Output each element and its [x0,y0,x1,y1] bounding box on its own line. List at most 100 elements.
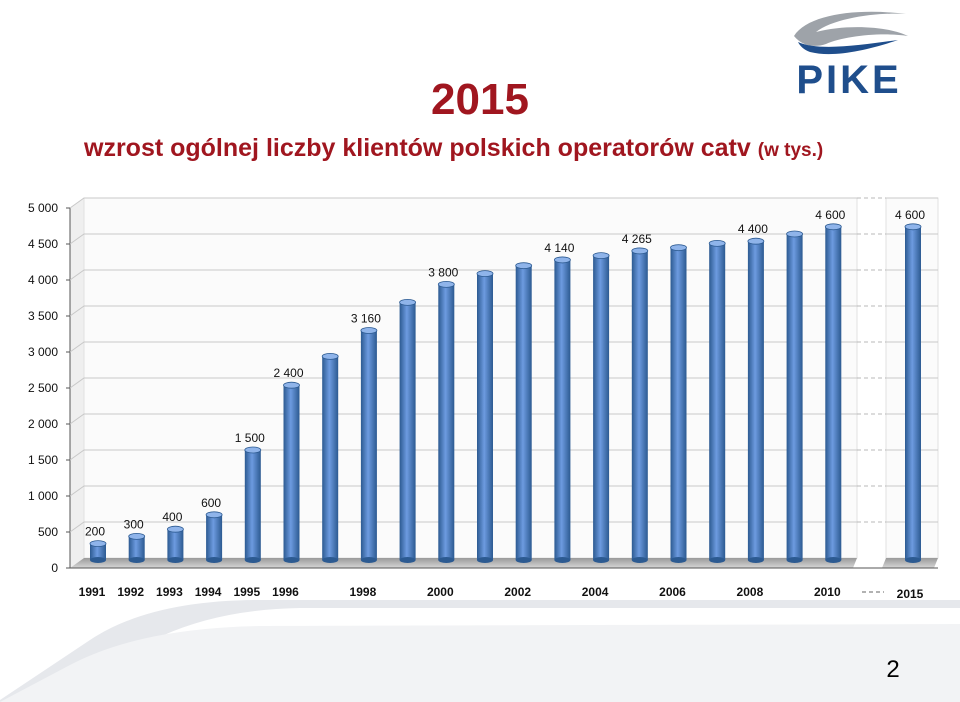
bar-2002-cap [515,262,533,270]
bar-2000-body [438,284,455,560]
bar-2001-cap [476,270,494,277]
bar-1993 [166,525,184,563]
data-label: 600 [201,496,221,510]
bar-2002 [515,262,533,563]
forecast-floor [882,558,938,568]
bar-2005-cap [631,247,649,255]
bar-1997 [321,352,339,563]
background-swoosh [0,600,960,702]
x-tick-label: 1992 [117,585,144,599]
bar-2003 [554,256,571,563]
x-tick-label: 2004 [582,585,609,599]
x-tick-label: 2000 [427,585,454,599]
chart-bars [89,223,922,563]
bar-2009-base [786,557,803,563]
pike-logo-icon [794,11,908,55]
bar-1991 [89,540,107,563]
bar-1992-body [128,536,145,560]
y-tick-label: 500 [38,525,58,539]
chart-floor [70,558,857,568]
bar-1994 [205,511,223,563]
bar-2010 [824,223,842,563]
bar-2009 [786,230,803,563]
data-label: 1 500 [235,431,265,445]
bar-forecast-2015-cap [904,223,922,231]
bar-1994-base [206,557,223,563]
bar-1999-cap [399,299,417,306]
data-label: 3 800 [428,265,458,279]
bar-2001-body [477,273,493,560]
data-label: 2 400 [273,366,303,380]
forecast-tick-label: 2015 [897,587,924,600]
bar-2006-body [670,247,687,560]
bar-2000 [437,281,455,563]
bar-1996-cap [283,381,300,389]
bar-1993-cap [166,525,184,533]
bar-forecast-2015 [904,223,922,563]
bar-2008-body [747,241,764,560]
y-tick-label: 5 000 [28,201,58,215]
bar-1992 [128,532,146,563]
bar-2008-cap [747,237,765,245]
bar-1997-cap [321,352,339,360]
bar-2003-body [554,259,571,560]
bar-2007-body [709,243,726,561]
y-tick-label: 2 000 [28,417,58,431]
bar-1995-base [244,557,261,563]
bar-2007-base [709,557,726,563]
bar-2010-base [825,557,842,563]
y-tick-label: 3 000 [28,345,58,359]
x-tick-label: 1995 [233,585,260,599]
data-label: 3 160 [351,311,381,325]
bar-2002-base [515,557,532,563]
data-label: 400 [162,510,182,524]
subtitle-unit: (w tys.) [757,140,824,161]
bar-1993-body [167,529,184,560]
bar-1991-cap [89,540,107,548]
y-tick-label: 0 [51,561,58,575]
y-tick-label: 2 500 [28,381,58,395]
bar-1996-base [283,557,300,563]
bar-2000-cap [437,281,455,288]
logo-text: PIKE [796,58,902,102]
bar-2003-base [554,557,571,563]
x-tick-label: 1996 [272,585,299,599]
gridline [69,233,857,245]
page-number: 2 [886,656,900,683]
bar-1991-base [90,557,106,563]
bar-1996-body [283,385,300,560]
x-tick-label: 2006 [659,585,686,599]
x-tick-label: 1993 [156,585,183,599]
slide-subtitle: wzrost ogólnej liczby klientów polskich … [84,134,823,163]
gridline [69,197,857,209]
bar-2008 [747,237,765,563]
subtitle-main: wzrost ogólnej liczby klientów polskich … [84,134,751,162]
forecast-data-label: 4 600 [895,208,925,222]
bar-1999-base [399,557,416,563]
bar-2005-body [631,250,648,561]
bar-2001-base [477,557,493,563]
data-label: 4 140 [544,241,574,255]
bar-2010-body [825,226,842,561]
y-tick-label: 3 500 [28,309,58,323]
bar-1999-body [399,302,416,560]
data-label: 4 265 [622,232,652,246]
x-tick-label: 1994 [195,585,222,599]
data-label: 4 400 [738,222,768,236]
bar-2007 [708,239,726,563]
bar-2006-base [670,557,687,563]
bar-2006 [670,244,687,563]
bar-1994-cap [205,511,223,519]
bar-1995 [244,446,262,563]
y-tick-label: 1 500 [28,453,58,467]
x-tick-label: 2008 [737,585,764,599]
bar-1997-base [322,557,339,563]
bar-2008-base [747,557,764,563]
bar-1994-body [206,514,223,560]
y-tick-label: 4 000 [28,273,58,287]
bar-1993-base [167,557,184,563]
chart-labels: 0 500 1 000 1 500 2 000 2 500 3 000 3 500 4 000 4… [28,201,925,600]
x-tick-label: 2002 [504,585,531,599]
bar-2005 [631,247,649,563]
data-label: 4 600 [815,208,845,222]
